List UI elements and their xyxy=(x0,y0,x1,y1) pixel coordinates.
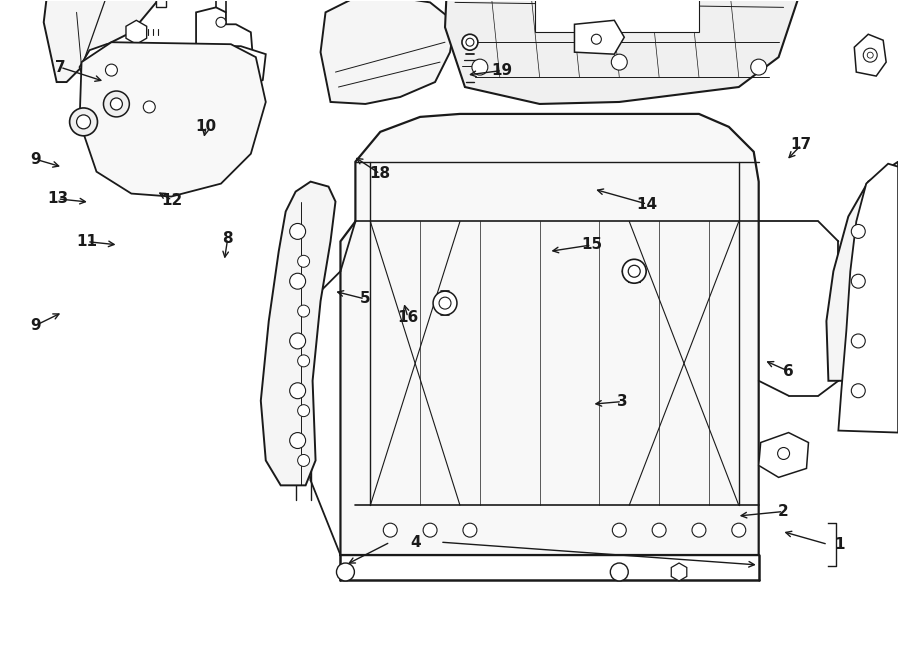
Circle shape xyxy=(610,563,628,581)
Polygon shape xyxy=(445,0,798,104)
Circle shape xyxy=(111,98,122,110)
Circle shape xyxy=(591,34,601,44)
Text: 9: 9 xyxy=(31,152,41,167)
Polygon shape xyxy=(79,42,266,196)
Circle shape xyxy=(423,524,437,537)
Circle shape xyxy=(628,265,640,277)
Text: 5: 5 xyxy=(359,292,370,307)
Circle shape xyxy=(290,223,306,239)
Circle shape xyxy=(778,447,789,459)
Circle shape xyxy=(851,225,865,239)
Circle shape xyxy=(462,34,478,50)
Circle shape xyxy=(298,355,310,367)
Text: 10: 10 xyxy=(195,119,217,134)
Polygon shape xyxy=(340,114,759,555)
Polygon shape xyxy=(126,20,147,44)
Text: 16: 16 xyxy=(397,310,418,325)
Polygon shape xyxy=(839,164,898,432)
Text: 7: 7 xyxy=(55,59,66,75)
Polygon shape xyxy=(826,162,898,381)
Circle shape xyxy=(104,91,130,117)
Circle shape xyxy=(143,101,155,113)
Circle shape xyxy=(851,274,865,288)
Circle shape xyxy=(439,297,451,309)
Polygon shape xyxy=(196,7,253,64)
Polygon shape xyxy=(535,0,699,32)
Text: 3: 3 xyxy=(616,394,627,409)
Text: 19: 19 xyxy=(491,63,512,78)
Polygon shape xyxy=(79,44,266,90)
Circle shape xyxy=(611,54,627,70)
Circle shape xyxy=(463,524,477,537)
Circle shape xyxy=(298,405,310,416)
Circle shape xyxy=(290,273,306,289)
Circle shape xyxy=(298,455,310,467)
Text: 14: 14 xyxy=(636,196,658,212)
Polygon shape xyxy=(261,182,336,485)
Circle shape xyxy=(298,305,310,317)
Text: 4: 4 xyxy=(410,535,420,549)
Text: 18: 18 xyxy=(370,167,391,181)
Text: 13: 13 xyxy=(47,191,68,206)
Circle shape xyxy=(76,115,91,129)
Circle shape xyxy=(216,17,226,27)
Circle shape xyxy=(105,64,117,76)
Circle shape xyxy=(69,108,97,136)
Circle shape xyxy=(851,384,865,398)
Circle shape xyxy=(851,334,865,348)
Circle shape xyxy=(868,52,873,58)
Text: 17: 17 xyxy=(791,137,812,153)
Text: 6: 6 xyxy=(783,364,794,379)
Text: 2: 2 xyxy=(778,504,788,519)
Circle shape xyxy=(863,48,878,62)
Polygon shape xyxy=(854,34,886,76)
Circle shape xyxy=(383,524,397,537)
Text: 8: 8 xyxy=(222,231,233,246)
Circle shape xyxy=(337,563,355,581)
Text: 1: 1 xyxy=(834,537,845,552)
Circle shape xyxy=(732,524,746,537)
Text: 11: 11 xyxy=(76,234,97,249)
Circle shape xyxy=(290,383,306,399)
Polygon shape xyxy=(320,0,455,104)
Circle shape xyxy=(692,524,706,537)
Polygon shape xyxy=(574,20,625,54)
Circle shape xyxy=(298,255,310,267)
Circle shape xyxy=(612,524,626,537)
Text: 9: 9 xyxy=(31,318,41,332)
Circle shape xyxy=(751,59,767,75)
Circle shape xyxy=(466,38,474,46)
Circle shape xyxy=(433,291,457,315)
Polygon shape xyxy=(44,0,171,82)
Circle shape xyxy=(472,59,488,75)
Polygon shape xyxy=(759,432,808,477)
Circle shape xyxy=(290,333,306,349)
Polygon shape xyxy=(157,0,166,7)
Text: 12: 12 xyxy=(161,192,183,208)
Circle shape xyxy=(290,432,306,449)
Text: 15: 15 xyxy=(581,237,602,253)
Polygon shape xyxy=(671,563,687,581)
Circle shape xyxy=(652,524,666,537)
Circle shape xyxy=(622,259,646,283)
